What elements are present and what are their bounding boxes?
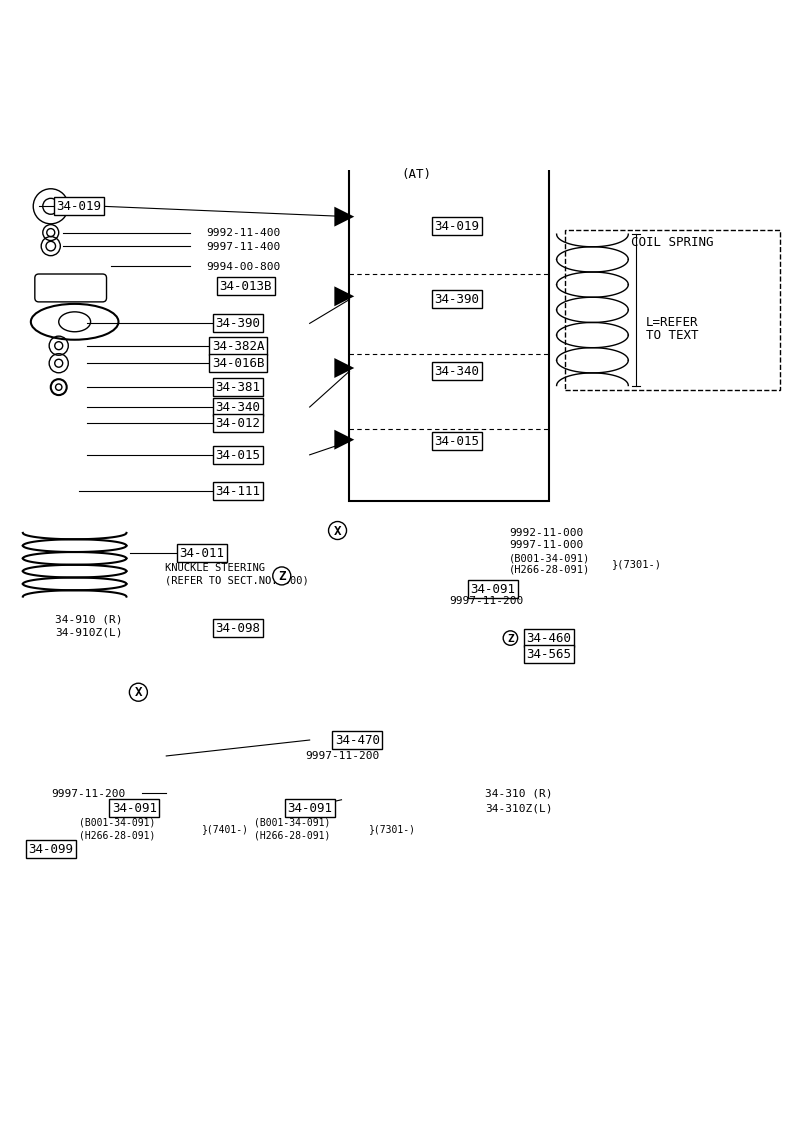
Text: 9997-11-200: 9997-11-200 bbox=[305, 751, 380, 761]
Text: 9997-11-200: 9997-11-200 bbox=[51, 789, 125, 799]
Polygon shape bbox=[335, 287, 354, 306]
Text: COIL SPRING: COIL SPRING bbox=[630, 236, 713, 249]
Text: Z: Z bbox=[278, 570, 285, 583]
Text: (H266-28-091): (H266-28-091) bbox=[254, 830, 330, 840]
Text: 34-310Z(L): 34-310Z(L) bbox=[484, 803, 552, 813]
Text: X: X bbox=[334, 525, 341, 537]
Text: 34-091: 34-091 bbox=[112, 801, 157, 815]
Polygon shape bbox=[335, 207, 354, 226]
Polygon shape bbox=[335, 358, 354, 378]
Text: 9997-11-200: 9997-11-200 bbox=[449, 596, 523, 605]
Text: (B001-34-091): (B001-34-091) bbox=[509, 553, 590, 563]
Text: 34-099: 34-099 bbox=[28, 843, 73, 856]
Text: 9992-11-000: 9992-11-000 bbox=[509, 528, 582, 538]
Text: 34-091: 34-091 bbox=[470, 583, 515, 595]
Text: 9997-11-000: 9997-11-000 bbox=[509, 541, 582, 550]
Text: L=REFER: L=REFER bbox=[646, 315, 698, 329]
Text: 34-340: 34-340 bbox=[215, 401, 260, 414]
Text: (B001-34-091): (B001-34-091) bbox=[79, 817, 155, 827]
Text: 9992-11-400: 9992-11-400 bbox=[206, 228, 280, 238]
Text: 34-012: 34-012 bbox=[215, 417, 260, 430]
Text: }(7301-): }(7301-) bbox=[612, 559, 662, 568]
Text: }(7301-): }(7301-) bbox=[369, 824, 416, 833]
Text: 34-470: 34-470 bbox=[335, 734, 380, 747]
Text: (AT): (AT) bbox=[401, 168, 431, 181]
Text: 34-091: 34-091 bbox=[287, 801, 332, 815]
Text: 9997-11-400: 9997-11-400 bbox=[206, 241, 280, 251]
Text: 34-016B: 34-016B bbox=[211, 357, 264, 370]
Text: 34-910Z(L): 34-910Z(L) bbox=[55, 628, 122, 637]
Text: 34-011: 34-011 bbox=[180, 546, 224, 560]
Text: X: X bbox=[134, 686, 142, 699]
Text: }(7401-): }(7401-) bbox=[202, 824, 249, 833]
Text: (H266-28-091): (H266-28-091) bbox=[509, 564, 590, 574]
Text: 34-390: 34-390 bbox=[434, 294, 480, 306]
Polygon shape bbox=[335, 430, 354, 450]
Text: 34-460: 34-460 bbox=[526, 632, 571, 645]
Text: 34-013B: 34-013B bbox=[220, 280, 272, 292]
Text: 34-019: 34-019 bbox=[56, 200, 101, 213]
Text: 34-015: 34-015 bbox=[215, 448, 260, 462]
Text: TO TEXT: TO TEXT bbox=[646, 329, 698, 343]
Text: 34-098: 34-098 bbox=[215, 622, 260, 635]
Text: 34-381: 34-381 bbox=[215, 381, 260, 394]
Text: 34-015: 34-015 bbox=[434, 435, 480, 448]
Text: KNUCKLE STEERING: KNUCKLE STEERING bbox=[164, 562, 265, 572]
Text: Z: Z bbox=[507, 633, 514, 643]
Text: 34-340: 34-340 bbox=[434, 365, 480, 378]
Text: 34-111: 34-111 bbox=[215, 485, 260, 498]
Text: 34-019: 34-019 bbox=[434, 220, 480, 233]
Text: 9994-00-800: 9994-00-800 bbox=[206, 262, 280, 272]
Text: 34-565: 34-565 bbox=[526, 648, 571, 661]
Text: 34-382A: 34-382A bbox=[211, 339, 264, 353]
Text: 34-910 (R): 34-910 (R) bbox=[55, 615, 122, 624]
Text: 34-390: 34-390 bbox=[215, 318, 260, 330]
Bar bbox=[565, 231, 779, 390]
Text: (REFER TO SECT.NO.3300): (REFER TO SECT.NO.3300) bbox=[164, 575, 309, 585]
Text: 34-310 (R): 34-310 (R) bbox=[484, 789, 552, 799]
Text: (B001-34-091): (B001-34-091) bbox=[254, 817, 330, 827]
Bar bbox=[349, 167, 548, 502]
Text: (H266-28-091): (H266-28-091) bbox=[79, 830, 155, 840]
